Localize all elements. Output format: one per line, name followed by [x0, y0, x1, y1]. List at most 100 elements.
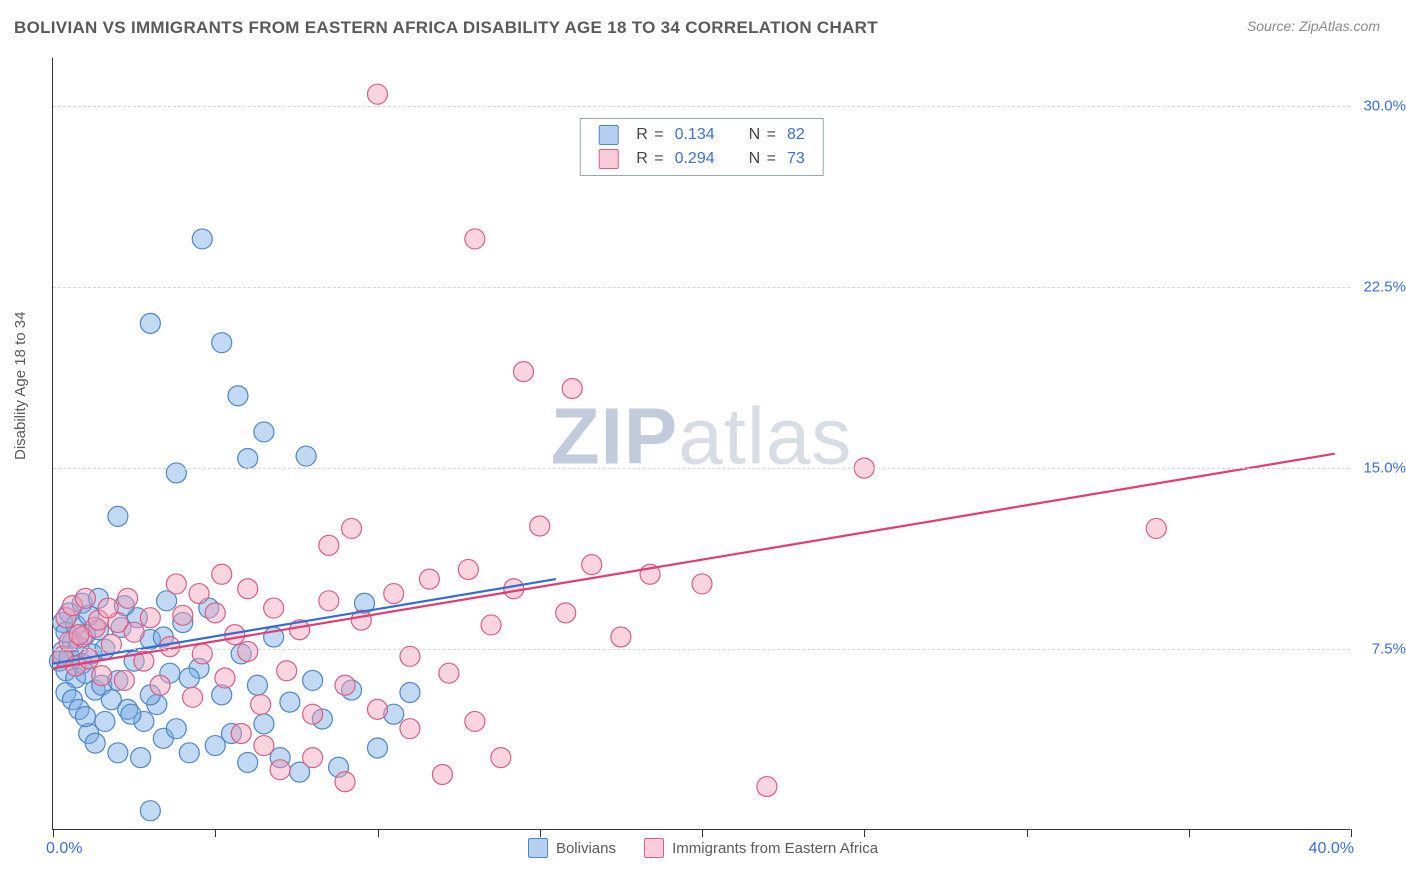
data-point	[98, 598, 118, 618]
data-point	[238, 448, 258, 468]
data-point	[192, 229, 212, 249]
data-point	[108, 743, 128, 763]
data-point	[231, 724, 251, 744]
data-point	[140, 313, 160, 333]
data-point	[400, 682, 420, 702]
data-point	[247, 675, 267, 695]
legend-label-bolivians: Bolivians	[556, 840, 616, 857]
data-point	[280, 692, 300, 712]
data-point	[303, 670, 323, 690]
data-point	[303, 748, 323, 768]
data-point	[465, 229, 485, 249]
source-label: Source: ZipAtlas.com	[1247, 18, 1380, 36]
x-tick	[378, 829, 379, 837]
gridline	[53, 287, 1350, 288]
correlation-row-1: R = 0.134 N = 82	[598, 125, 805, 145]
data-point	[108, 506, 128, 526]
swatch-eastern-icon	[644, 838, 664, 858]
data-point	[238, 641, 258, 661]
data-point	[254, 422, 274, 442]
data-point	[95, 711, 115, 731]
r-value-1: 0.134	[675, 126, 715, 144]
x-tick	[1351, 829, 1352, 837]
trend-line	[53, 454, 1335, 669]
data-point	[368, 738, 388, 758]
legend-item-eastern-africa: Immigrants from Eastern Africa	[644, 838, 878, 858]
data-point	[173, 605, 193, 625]
data-point	[458, 559, 478, 579]
data-point	[238, 579, 258, 599]
r-value-2: 0.294	[675, 150, 715, 168]
source-prefix: Source:	[1247, 18, 1299, 34]
data-point	[140, 608, 160, 628]
x-tick	[1027, 829, 1028, 837]
data-point	[183, 687, 203, 707]
x-tick	[540, 829, 541, 837]
y-tick-label: 22.5%	[1363, 279, 1406, 296]
x-tick	[1189, 829, 1190, 837]
gridline	[53, 106, 1350, 107]
data-point	[254, 714, 274, 734]
legend-item-bolivians: Bolivians	[528, 838, 616, 858]
data-point	[166, 719, 186, 739]
data-point	[335, 675, 355, 695]
gridline	[53, 468, 1350, 469]
n-value-2: 73	[787, 150, 805, 168]
data-point	[319, 535, 339, 555]
data-point	[514, 362, 534, 382]
y-axis-label: Disability Age 18 to 34	[12, 312, 29, 460]
source-name: ZipAtlas.com	[1299, 18, 1380, 34]
data-point	[1146, 518, 1166, 538]
data-point	[384, 584, 404, 604]
data-point	[69, 625, 89, 645]
data-point	[296, 446, 316, 466]
correlation-row-2: R = 0.294 N = 73	[598, 149, 805, 169]
data-point	[530, 516, 550, 536]
r-label: R =	[636, 150, 664, 168]
swatch-eastern-icon	[598, 149, 618, 169]
data-point	[150, 675, 170, 695]
x-tick	[53, 829, 54, 837]
correlation-legend-box: R = 0.134 N = 82 R = 0.294 N = 73	[579, 118, 824, 176]
data-point	[504, 579, 524, 599]
data-point	[368, 699, 388, 719]
data-point	[121, 704, 141, 724]
data-point	[238, 752, 258, 772]
data-point	[179, 743, 199, 763]
swatch-bolivians-icon	[598, 125, 618, 145]
data-point	[481, 615, 501, 635]
data-point	[439, 663, 459, 683]
data-point	[342, 518, 362, 538]
y-tick-label: 30.0%	[1363, 98, 1406, 115]
data-point	[228, 386, 248, 406]
data-point	[189, 584, 209, 604]
data-point	[124, 622, 144, 642]
data-point	[335, 772, 355, 792]
chart-title: BOLIVIAN VS IMMIGRANTS FROM EASTERN AFRI…	[14, 18, 878, 38]
data-point	[205, 603, 225, 623]
data-point	[75, 588, 95, 608]
data-point	[254, 736, 274, 756]
data-point	[368, 84, 388, 104]
data-point	[212, 333, 232, 353]
data-point	[166, 463, 186, 483]
r-label: R =	[636, 126, 664, 144]
data-point	[491, 748, 511, 768]
data-point	[179, 668, 199, 688]
data-point	[562, 379, 582, 399]
data-point	[92, 666, 112, 686]
data-point	[114, 670, 134, 690]
data-point	[131, 748, 151, 768]
x-tick	[215, 829, 216, 837]
data-point	[419, 569, 439, 589]
data-point	[465, 711, 485, 731]
data-point	[140, 801, 160, 821]
data-point	[692, 574, 712, 594]
gridline	[53, 649, 1350, 650]
data-point	[166, 574, 186, 594]
x-tick	[702, 829, 703, 837]
data-point	[264, 598, 284, 618]
data-point	[118, 588, 138, 608]
data-point	[303, 704, 323, 724]
data-point	[319, 591, 339, 611]
